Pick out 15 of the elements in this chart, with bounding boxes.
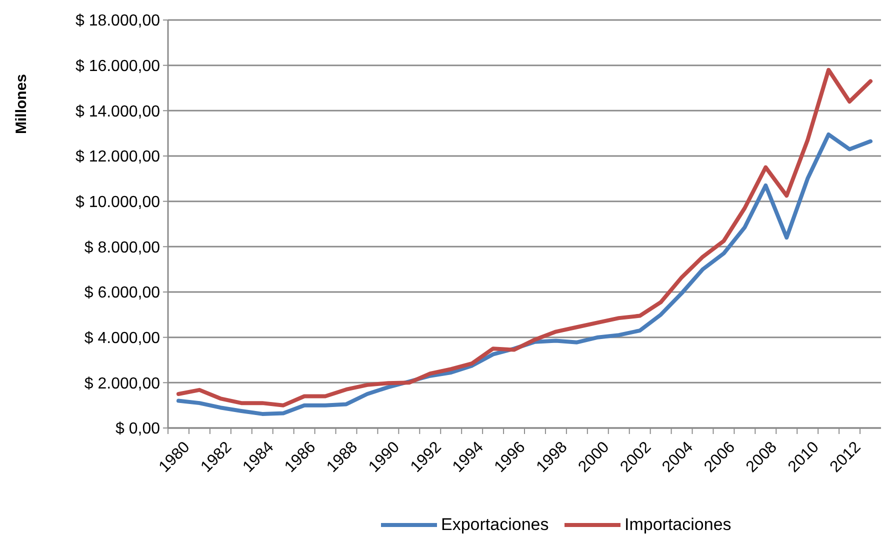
y-tick-label: $ 18.000,00	[75, 12, 160, 30]
y-tick-label: $ 2.000,00	[84, 375, 160, 392]
y-tick-label: $ 6.000,00	[84, 284, 160, 302]
y-tick-label: $ 10.000,00	[75, 194, 160, 211]
line-series	[176, 132, 873, 416]
line-series	[176, 68, 873, 408]
y-tick-label: $ 14.000,00	[75, 103, 160, 120]
y-tick-label: $ 12.000,00	[75, 148, 160, 166]
y-tick-label: $ 0,00	[116, 420, 160, 438]
y-tick-label: $ 4.000,00	[84, 330, 160, 347]
legend-label: Exportaciones	[441, 515, 549, 534]
y-axis-title: Millones	[13, 74, 30, 134]
legend-label: Importaciones	[624, 515, 732, 534]
y-tick-label: $ 8.000,00	[84, 239, 160, 256]
y-tick-label: $ 16.000,00	[75, 58, 160, 75]
